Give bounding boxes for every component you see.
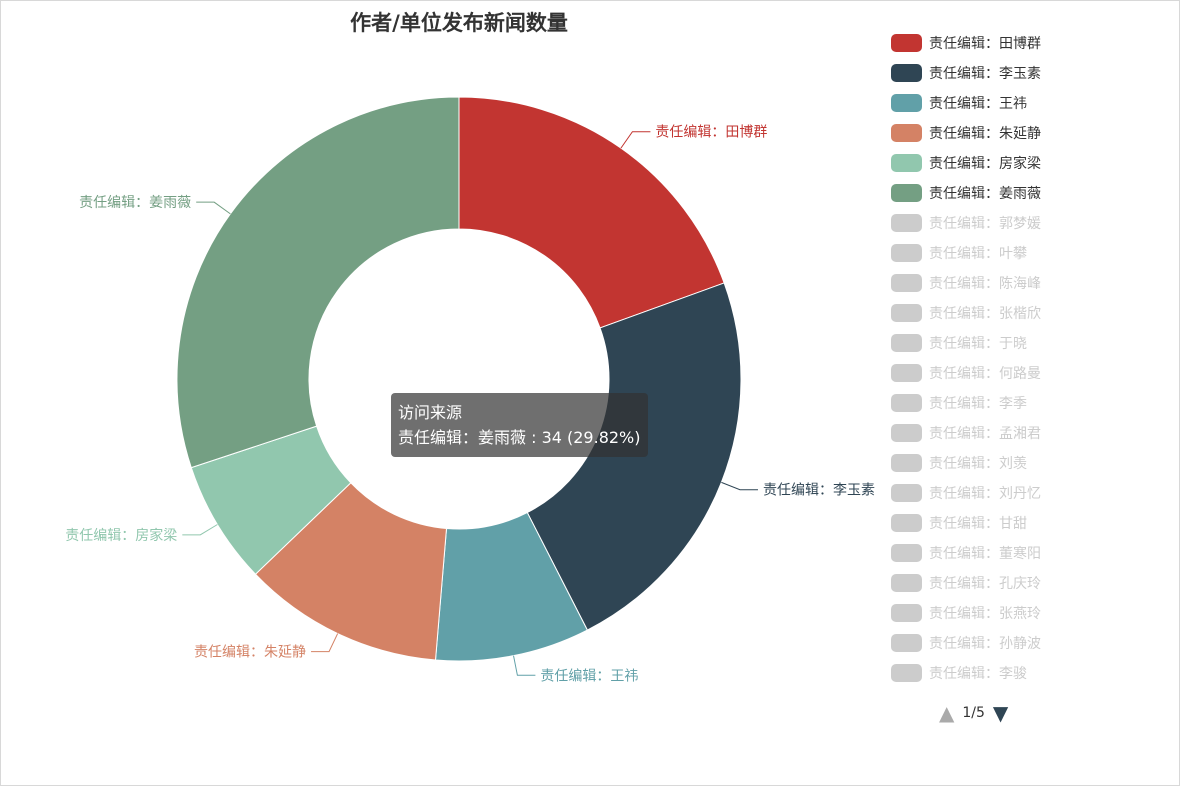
- legend-item[interactable]: 责任编辑：孙静波: [891, 632, 1041, 654]
- legend-item[interactable]: 责任编辑：孔庆玲: [891, 572, 1041, 594]
- legend-label: 责任编辑：张楷欣: [929, 306, 1041, 322]
- legend-swatch: [891, 574, 922, 592]
- legend-swatch: [891, 664, 922, 682]
- legend-swatch: [891, 544, 922, 562]
- legend-swatch: [891, 334, 922, 352]
- legend-swatch: [891, 364, 922, 382]
- legend-item[interactable]: 责任编辑：李骏: [891, 662, 1027, 684]
- triangle-up-icon[interactable]: ▲: [939, 701, 955, 725]
- slice-label: 责任编辑：朱延静: [194, 645, 306, 661]
- legend-swatch: [891, 424, 922, 442]
- tooltip: 访问来源 责任编辑：姜雨薇 : 34 (29.82%): [391, 393, 648, 457]
- legend-swatch: [891, 34, 922, 52]
- slice-label: 责任编辑：房家梁: [65, 527, 177, 544]
- tooltip-text: 责任编辑：姜雨薇 : 34 (29.82%): [398, 428, 641, 447]
- legend-item[interactable]: 责任编辑：叶攀: [891, 242, 1027, 264]
- triangle-down-icon[interactable]: ▼: [992, 701, 1009, 725]
- legend-swatch: [891, 124, 922, 142]
- legend-item[interactable]: 责任编辑：郭梦媛: [891, 212, 1041, 234]
- legend-item[interactable]: 责任编辑：刘羡: [891, 452, 1027, 474]
- legend-item[interactable]: 责任编辑：张楷欣: [891, 302, 1041, 324]
- legend-item[interactable]: 责任编辑：刘丹忆: [891, 482, 1041, 504]
- legend-item[interactable]: 责任编辑：何路曼: [891, 362, 1041, 384]
- legend-label: 责任编辑：董寒阳: [929, 546, 1041, 562]
- slice-label: 责任编辑：王祎: [540, 668, 638, 684]
- legend-page-indicator: 1/5: [962, 705, 985, 721]
- legend-label: 责任编辑：田博群: [929, 36, 1041, 52]
- legend-swatch: [891, 394, 922, 412]
- legend-swatch: [891, 514, 922, 532]
- legend-item[interactable]: 责任编辑：田博群: [891, 32, 1041, 54]
- legend-item[interactable]: 责任编辑：姜雨薇: [891, 182, 1041, 204]
- legend-swatch: [891, 154, 922, 172]
- legend-label: 责任编辑：于晓: [929, 336, 1027, 352]
- legend-swatch: [891, 64, 922, 82]
- legend-label: 责任编辑：房家梁: [929, 156, 1041, 172]
- legend-item[interactable]: 责任编辑：房家梁: [891, 152, 1041, 174]
- chart-title: 作者/单位发布新闻数量: [350, 11, 568, 35]
- legend-item[interactable]: 责任编辑：李季: [891, 392, 1027, 414]
- slice-label: 责任编辑：姜雨薇: [79, 195, 191, 211]
- legend-label: 责任编辑：郭梦媛: [929, 216, 1041, 232]
- legend-swatch: [891, 184, 922, 202]
- legend-swatch: [891, 214, 922, 232]
- legend-swatch: [891, 94, 922, 112]
- legend-item[interactable]: 责任编辑：于晓: [891, 332, 1027, 354]
- slice-label: 责任编辑：李玉素: [763, 483, 875, 499]
- legend-swatch: [891, 604, 922, 622]
- legend-label: 责任编辑：姜雨薇: [929, 186, 1041, 202]
- legend-swatch: [891, 244, 922, 262]
- legend-item[interactable]: 责任编辑：陈海峰: [891, 272, 1041, 294]
- legend-label: 责任编辑：孔庆玲: [929, 576, 1041, 592]
- legend-label: 责任编辑：孙静波: [929, 636, 1041, 652]
- legend-item[interactable]: 责任编辑：李玉素: [891, 62, 1041, 84]
- legend-label: 责任编辑：李季: [929, 396, 1027, 412]
- slice-label: 责任编辑：田博群: [655, 124, 767, 141]
- tooltip-title: 访问来源: [398, 403, 463, 422]
- legend-item[interactable]: 责任编辑：孟湘君: [891, 422, 1041, 444]
- legend-label: 责任编辑：陈海峰: [929, 276, 1041, 292]
- legend-swatch: [891, 454, 922, 472]
- legend-label: 责任编辑：刘羡: [929, 456, 1027, 472]
- legend-swatch: [891, 274, 922, 292]
- label-line: [311, 633, 339, 653]
- legend-label: 责任编辑：王祎: [929, 96, 1027, 112]
- legend-swatch: [891, 304, 922, 322]
- legend-pager: ▲ 1/5 ▼: [939, 703, 1008, 723]
- donut-slice[interactable]: [458, 96, 725, 329]
- label-line: [721, 481, 758, 491]
- legend-label: 责任编辑：叶攀: [929, 246, 1027, 262]
- legend-swatch: [891, 484, 922, 502]
- legend-item[interactable]: 责任编辑：甘甜: [891, 512, 1027, 534]
- legend-label: 责任编辑：刘丹忆: [929, 486, 1041, 502]
- label-line: [620, 131, 651, 149]
- legend-label: 责任编辑：李骏: [929, 666, 1027, 682]
- label-line: [196, 201, 231, 215]
- legend-label: 责任编辑：李玉素: [929, 66, 1041, 82]
- legend-label: 责任编辑：朱延静: [929, 126, 1041, 142]
- legend-item[interactable]: 责任编辑：王祎: [891, 92, 1027, 114]
- legend-swatch: [891, 634, 922, 652]
- label-line: [513, 655, 536, 676]
- donut-slice[interactable]: [176, 96, 460, 469]
- legend-label: 责任编辑：张燕玲: [929, 606, 1041, 622]
- legend-item[interactable]: 责任编辑：董寒阳: [891, 542, 1041, 564]
- label-line: [182, 524, 218, 536]
- legend-item[interactable]: 责任编辑：朱延静: [891, 122, 1041, 144]
- legend-label: 责任编辑：何路曼: [929, 366, 1041, 382]
- legend-item[interactable]: 责任编辑：张燕玲: [891, 602, 1041, 624]
- legend-label: 责任编辑：甘甜: [929, 516, 1027, 532]
- legend-label: 责任编辑：孟湘君: [929, 426, 1041, 442]
